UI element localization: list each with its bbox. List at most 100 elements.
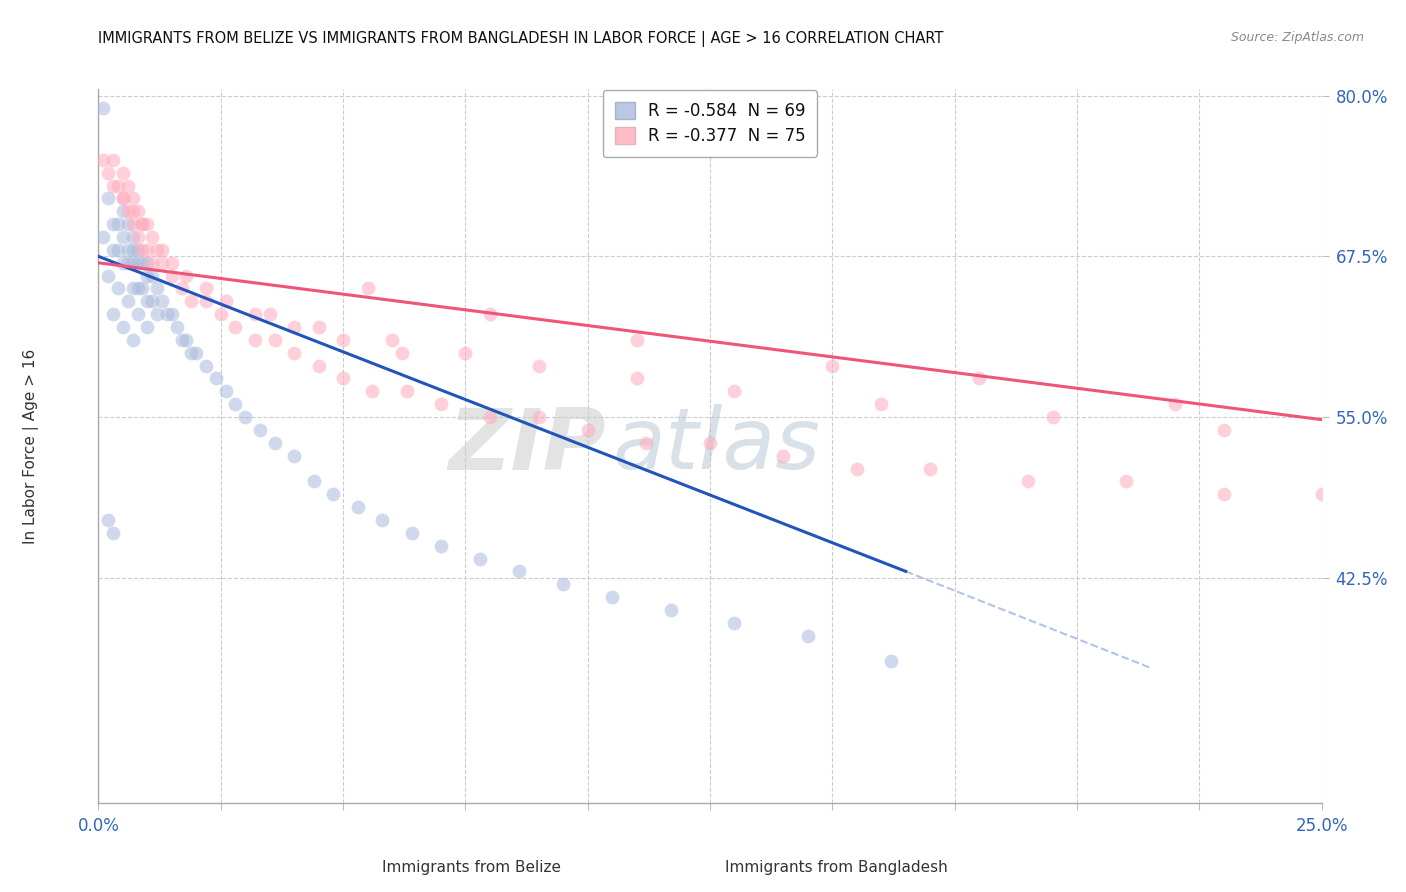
Point: [121, 281, 143, 295]
Point: [224, 320, 246, 334]
Point: [967, 371, 990, 385]
Point: [117, 178, 139, 193]
Point: [1042, 410, 1064, 425]
Point: [150, 256, 173, 270]
Point: [111, 320, 134, 334]
Point: [772, 449, 794, 463]
Text: In Labor Force | Age > 16: In Labor Force | Age > 16: [22, 349, 39, 543]
Point: [224, 397, 246, 411]
Point: [259, 307, 281, 321]
Point: [136, 256, 159, 270]
Point: [141, 256, 163, 270]
Point: [391, 345, 413, 359]
Point: [111, 230, 134, 244]
Point: [1212, 487, 1234, 501]
Point: [127, 256, 149, 270]
Point: [141, 230, 163, 244]
Point: [1310, 487, 1333, 501]
Point: [1164, 397, 1187, 411]
Point: [101, 217, 124, 231]
Point: [430, 397, 453, 411]
Point: [1017, 475, 1039, 489]
Point: [107, 178, 129, 193]
Point: [141, 268, 163, 283]
Point: [176, 333, 198, 347]
Point: [186, 345, 208, 359]
Point: [195, 359, 218, 373]
Point: [180, 294, 202, 309]
Point: [322, 487, 344, 501]
Point: [821, 359, 844, 373]
Point: [107, 243, 129, 257]
Point: [636, 435, 658, 450]
Point: [121, 243, 143, 257]
Text: ZIP: ZIP: [449, 404, 606, 488]
Point: [136, 268, 159, 283]
Point: [101, 525, 124, 540]
Point: [205, 371, 228, 385]
Point: [302, 475, 325, 489]
Point: [91, 153, 114, 167]
Point: [111, 256, 134, 270]
Point: [263, 333, 285, 347]
Point: [527, 359, 550, 373]
Point: [920, 461, 942, 475]
Point: [101, 307, 124, 321]
Point: [233, 410, 256, 425]
Point: [454, 345, 477, 359]
Point: [111, 204, 134, 219]
Point: [136, 217, 159, 231]
Point: [870, 397, 893, 411]
Point: [127, 307, 149, 321]
Point: [371, 513, 394, 527]
Point: [97, 192, 120, 206]
Point: [249, 423, 271, 437]
Point: [1115, 475, 1137, 489]
Point: [127, 230, 149, 244]
Point: [283, 320, 305, 334]
Point: [146, 243, 169, 257]
Point: [117, 256, 139, 270]
Point: [131, 217, 153, 231]
Point: [176, 268, 198, 283]
Point: [723, 615, 745, 630]
Point: [160, 256, 183, 270]
Point: [91, 230, 114, 244]
Point: [361, 384, 384, 399]
Point: [214, 294, 236, 309]
Point: [97, 268, 120, 283]
Point: [107, 217, 129, 231]
Text: Source: ZipAtlas.com: Source: ZipAtlas.com: [1230, 31, 1364, 45]
Point: [699, 435, 721, 450]
Point: [170, 333, 193, 347]
Point: [91, 102, 114, 116]
Point: [121, 204, 143, 219]
Point: [127, 243, 149, 257]
Point: [180, 345, 202, 359]
Point: [243, 333, 266, 347]
Point: [117, 243, 139, 257]
Point: [141, 294, 163, 309]
Point: [243, 307, 266, 321]
Point: [723, 384, 745, 399]
Point: [111, 166, 134, 180]
Point: [136, 243, 159, 257]
Point: [131, 217, 153, 231]
Point: [97, 513, 120, 527]
Point: [308, 359, 330, 373]
Point: [127, 281, 149, 295]
Point: [101, 243, 124, 257]
Point: [263, 435, 285, 450]
Point: [356, 281, 378, 295]
Point: [1212, 423, 1234, 437]
Point: [156, 307, 179, 321]
Point: [117, 294, 139, 309]
Point: [117, 204, 139, 219]
Point: [160, 268, 183, 283]
Point: [97, 166, 120, 180]
Point: [150, 243, 173, 257]
Point: [346, 500, 368, 514]
Legend: R = -0.584  N = 69, R = -0.377  N = 75: R = -0.584 N = 69, R = -0.377 N = 75: [603, 90, 817, 157]
Point: [136, 294, 159, 309]
Point: [283, 345, 305, 359]
